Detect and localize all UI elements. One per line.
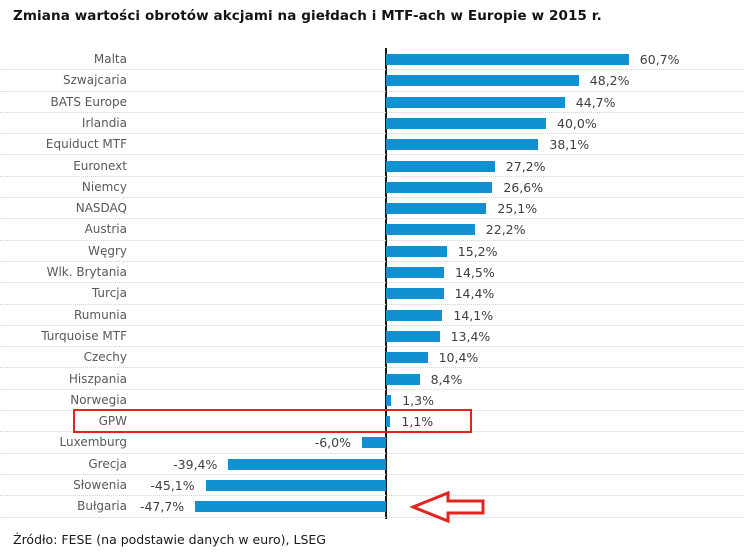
chart-row-luxemburg: Luxemburg -6,0% <box>0 432 744 454</box>
chart-row-rumunia: Rumunia 14,1% <box>0 305 744 326</box>
value-label-szwajcaria: 48,2% <box>589 73 630 89</box>
category-label-wlk-brytania: Wlk. Brytania <box>46 265 127 279</box>
bar-niemcy <box>386 181 493 193</box>
bar-chart-plot: Malta 60,7% Szwajcaria 48,2% BATS Europe 44,7… <box>0 49 744 519</box>
category-label-gpw: GPW <box>98 414 127 429</box>
bar-wlk-brytania <box>386 267 444 278</box>
value-label-hiszpania: 8,4% <box>430 371 463 387</box>
bar-luxemburg <box>362 437 386 449</box>
chart-row-malta: Malta 60,7% <box>0 49 744 71</box>
chart-row-turquoise-mtf: Turquoise MTF 13,4% <box>0 326 744 348</box>
value-label-austria: 22,2% <box>485 222 526 238</box>
category-label-norwegia: Norwegia <box>70 392 127 407</box>
category-label-niemcy: Niemcy <box>81 179 127 194</box>
bar-irlandia <box>386 117 546 129</box>
bar-grecja <box>228 458 386 470</box>
category-label-bats-europe: BATS Europe <box>50 94 127 109</box>
chart-row-austria: Austria 22,2% <box>0 219 744 241</box>
value-label-turcja: 14,4% <box>454 286 495 302</box>
chart-row-czechy: Czechy 10,4% <box>0 347 744 369</box>
bar-bats-europe <box>386 96 565 108</box>
bar-austria <box>386 224 475 236</box>
bar-turquoise-mtf <box>386 330 440 342</box>
chart-row-nasdaq: NASDAQ 25,1% <box>0 198 744 220</box>
bar-turcja <box>386 288 444 300</box>
value-label-equiduct-mtf: 38,1% <box>549 137 590 153</box>
value-label-grecja: -39,4% <box>173 456 218 472</box>
value-label-niemcy: 26,6% <box>503 179 544 195</box>
chart-row-grecja: Grecja -39,4% <box>0 454 744 475</box>
value-label-w-gry: 15,2% <box>457 243 498 259</box>
category-label-austria: Austria <box>84 222 127 237</box>
value-label-euronext: 27,2% <box>505 158 546 174</box>
chart-row-s-owenia: Słowenia -45,1% <box>0 475 744 497</box>
category-label-hiszpania: Hiszpania <box>68 371 127 386</box>
category-label-czechy: Czechy <box>83 350 127 365</box>
category-label-malta: Malta <box>93 52 127 66</box>
category-label-equiduct-mtf: Equiduct MTF <box>45 137 127 152</box>
chart-row-wlk-brytania: Wlk. Brytania 14,5% <box>0 262 744 284</box>
bar-s-owenia <box>205 480 386 491</box>
bar-rumunia <box>386 309 443 321</box>
value-label-bu-garia: -47,7% <box>139 499 185 515</box>
chart-row-bu-garia: Bułgaria -47,7% <box>0 496 744 518</box>
chart-row-turcja: Turcja 14,4% <box>0 283 744 305</box>
chart-row-euronext: Euronext 27,2% <box>0 156 744 177</box>
bar-w-gry <box>386 245 447 257</box>
value-label-turquoise-mtf: 13,4% <box>450 328 491 344</box>
bar-hiszpania <box>386 373 420 385</box>
value-label-irlandia: 40,0% <box>557 115 597 131</box>
gpw-highlight-box <box>73 409 472 433</box>
chart-row-irlandia: Irlandia 40,0% <box>0 113 744 135</box>
chart-title: Zmiana wartości obrotów akcjami na giełd… <box>13 8 602 24</box>
bar-gpw <box>386 416 391 428</box>
value-label-gpw: 1,1% <box>401 414 434 430</box>
value-label-wlk-brytania: 14,5% <box>455 265 495 280</box>
bar-malta <box>386 54 629 65</box>
category-label-bu-garia: Bułgaria <box>77 499 127 514</box>
value-label-czechy: 10,4% <box>438 350 479 366</box>
value-label-norwegia: 1,3% <box>402 392 434 408</box>
category-label-nasdaq: NASDAQ <box>75 201 127 216</box>
zero-axis-line <box>385 48 387 519</box>
category-label-rumunia: Rumunia <box>74 307 127 322</box>
category-label-luxemburg: Luxemburg <box>59 435 127 450</box>
value-label-s-owenia: -45,1% <box>150 478 195 493</box>
value-label-rumunia: 14,1% <box>453 307 494 323</box>
bar-norwegia <box>386 394 392 406</box>
category-label-grecja: Grecja <box>88 456 127 471</box>
chart-row-hiszpania: Hiszpania 8,4% <box>0 369 744 390</box>
value-label-malta: 60,7% <box>639 52 680 67</box>
value-label-luxemburg: -6,0% <box>314 435 351 451</box>
chart-row-bats-europe: BATS Europe 44,7% <box>0 92 744 113</box>
category-label-turcja: Turcja <box>91 286 127 301</box>
chart-row-w-gry: Węgry 15,2% <box>0 241 744 262</box>
value-label-bats-europe: 44,7% <box>575 94 616 110</box>
bar-szwajcaria <box>386 75 579 87</box>
category-label-w-gry: Węgry <box>88 243 127 258</box>
chart-row-norwegia: Norwegia 1,3% <box>0 390 744 412</box>
bar-bu-garia <box>195 501 386 513</box>
chart-row-equiduct-mtf: Equiduct MTF 38,1% <box>0 134 744 156</box>
value-label-nasdaq: 25,1% <box>497 201 538 217</box>
chart-row-szwajcaria: Szwajcaria 48,2% <box>0 70 744 92</box>
bar-equiduct-mtf <box>386 139 539 151</box>
category-label-turquoise-mtf: Turquoise MTF <box>41 328 127 343</box>
bar-euronext <box>386 160 495 172</box>
category-label-irlandia: Irlandia <box>81 115 127 130</box>
category-label-euronext: Euronext <box>73 158 127 173</box>
bar-czechy <box>386 352 428 364</box>
source-note: Źródło: FESE (na podstawie danych w euro… <box>13 532 326 547</box>
category-label-szwajcaria: Szwajcaria <box>63 73 127 88</box>
red-arrow-icon <box>410 490 485 524</box>
chart-row-niemcy: Niemcy 26,6% <box>0 177 744 199</box>
category-label-s-owenia: Słowenia <box>73 478 127 492</box>
bar-nasdaq <box>386 203 487 215</box>
